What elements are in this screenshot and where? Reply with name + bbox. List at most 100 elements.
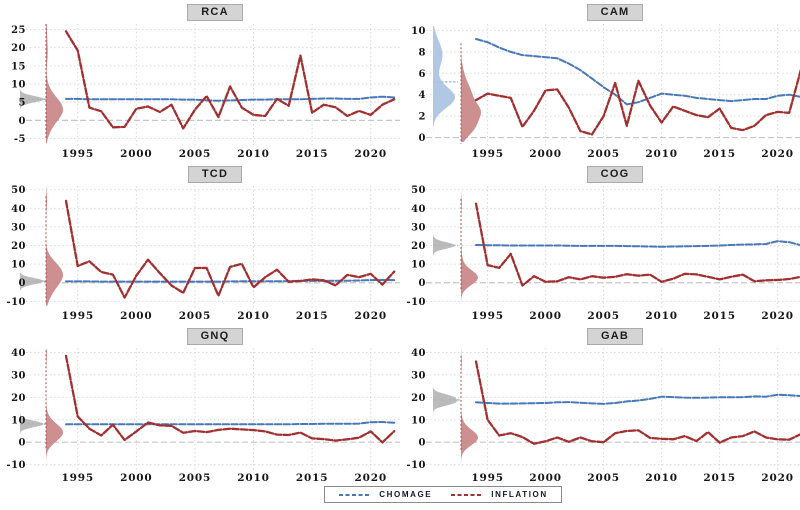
svg-text:2020: 2020 — [355, 472, 387, 484]
x-tick-labels: 1995 2000 2005 2010 2015 2020 — [471, 472, 793, 484]
panel-title-cam: CAM — [586, 4, 644, 21]
svg-text:0: 0 — [19, 438, 26, 449]
marginal-densities — [20, 348, 63, 468]
panel-title-wrap: CAM — [400, 0, 800, 21]
svg-text:2000: 2000 — [529, 148, 561, 160]
panel-title-wrap: RCA — [0, 0, 400, 21]
svg-text:30: 30 — [411, 222, 426, 233]
svg-text:2015: 2015 — [703, 310, 735, 322]
panel-gnq: GNQ -10 0 10 20 30 40 1995 2000 2005 2010 2015 2020 — [0, 324, 400, 486]
y-tick-labels: -10 0 10 20 30 40 — [6, 348, 26, 471]
horizontal-gridlines — [26, 351, 400, 466]
density-inflation — [46, 186, 63, 306]
svg-text:40: 40 — [411, 204, 426, 215]
svg-text:2010: 2010 — [237, 148, 269, 160]
svg-text:2005: 2005 — [587, 310, 619, 322]
panel-title-wrap: TCD — [0, 162, 400, 183]
svg-text:1995: 1995 — [471, 148, 503, 160]
svg-text:10: 10 — [11, 415, 26, 426]
density-chomage — [433, 186, 455, 306]
legend-row: CHOMAGE INFLATION — [0, 486, 800, 503]
legend-label-inflation: INFLATION — [491, 490, 548, 499]
y-tick-labels: -10 0 10 20 30 40 50 — [6, 185, 26, 308]
panel-cam: CAM 0 2 4 6 8 10 1995 2000 2005 2010 2015 2020 — [400, 0, 800, 162]
svg-text:2015: 2015 — [296, 472, 328, 484]
series-chomage — [475, 240, 800, 248]
svg-text:-10: -10 — [6, 297, 26, 308]
svg-text:0: 0 — [19, 278, 26, 289]
svg-text:2: 2 — [419, 112, 426, 123]
svg-text:40: 40 — [11, 348, 26, 359]
svg-text:20: 20 — [11, 43, 26, 54]
vertical-gridlines — [77, 348, 372, 472]
svg-text:20: 20 — [11, 241, 26, 252]
svg-text:2000: 2000 — [120, 148, 152, 160]
svg-text:1995: 1995 — [62, 310, 94, 322]
svg-text:2020: 2020 — [355, 310, 387, 322]
plot-gnq: -10 0 10 20 30 40 1995 2000 2005 2010 2015 2020 — [6, 348, 400, 484]
density-inflation — [461, 26, 481, 142]
svg-text:1995: 1995 — [471, 310, 503, 322]
panel-rca: RCA -5 0 5 10 15 20 25 1995 2000 2005 2010 2015 2020 — [0, 0, 400, 162]
marginal-densities — [20, 186, 63, 306]
svg-text:-5: -5 — [14, 134, 26, 145]
density-chomage — [433, 26, 455, 142]
svg-text:10: 10 — [411, 260, 426, 271]
svg-text:2020: 2020 — [761, 472, 793, 484]
y-tick-labels: -10 0 10 20 30 40 50 — [406, 185, 426, 308]
svg-text:10: 10 — [11, 80, 26, 91]
svg-text:2020: 2020 — [761, 310, 793, 322]
svg-text:10: 10 — [411, 26, 426, 37]
y-tick-labels: -10 0 10 20 30 40 — [406, 348, 426, 471]
x-tick-labels: 1995 2000 2005 2010 2015 2020 — [471, 310, 793, 322]
panel-title-gnq: GNQ — [186, 328, 244, 345]
svg-text:2005: 2005 — [179, 310, 211, 322]
marginal-densities — [433, 348, 478, 468]
vertical-gridlines — [487, 24, 779, 148]
panel-gab: GAB -10 0 10 20 30 40 1995 2000 2005 2010 2015 2020 — [400, 324, 800, 486]
legend: CHOMAGE INFLATION — [324, 486, 562, 503]
series-inflation — [474, 69, 800, 136]
panel-title-wrap: COG — [400, 162, 800, 183]
series-chomage — [65, 95, 396, 102]
panel-title-cog: COG — [586, 166, 644, 183]
svg-text:2000: 2000 — [529, 310, 561, 322]
horizontal-gridlines — [426, 189, 800, 302]
svg-text:30: 30 — [11, 370, 26, 381]
series-chomage — [475, 38, 800, 106]
plot-gab: -10 0 10 20 30 40 1995 2000 2005 2010 2015 2020 — [406, 348, 800, 484]
x-tick-labels: 1995 2000 2005 2010 2015 2020 — [471, 148, 793, 160]
horizontal-gridlines — [26, 28, 400, 140]
vertical-gridlines — [487, 348, 779, 472]
svg-text:20: 20 — [411, 393, 426, 404]
svg-text:2005: 2005 — [587, 148, 619, 160]
density-inflation — [46, 24, 63, 144]
vertical-gridlines — [77, 24, 372, 148]
panel-title-gab: GAB — [586, 328, 644, 345]
svg-text:1995: 1995 — [62, 148, 94, 160]
horizontal-gridlines — [426, 351, 800, 466]
svg-text:2015: 2015 — [703, 148, 735, 160]
svg-text:0: 0 — [419, 438, 426, 449]
svg-text:0: 0 — [419, 278, 426, 289]
density-inflation — [461, 348, 478, 468]
series-inflation — [474, 360, 800, 445]
vertical-gridlines — [487, 186, 779, 310]
svg-text:40: 40 — [11, 204, 26, 215]
svg-text:-10: -10 — [6, 460, 26, 471]
svg-text:2020: 2020 — [355, 148, 387, 160]
svg-text:-10: -10 — [406, 460, 426, 471]
svg-text:10: 10 — [11, 260, 26, 271]
marginal-densities — [433, 186, 478, 306]
svg-text:2010: 2010 — [645, 472, 677, 484]
svg-text:5: 5 — [19, 98, 26, 109]
svg-text:20: 20 — [11, 393, 26, 404]
svg-text:10: 10 — [411, 415, 426, 426]
series-chomage — [65, 421, 396, 426]
x-tick-labels: 1995 2000 2005 2010 2015 2020 — [62, 148, 387, 160]
plot-cam: 0 2 4 6 8 10 1995 2000 2005 2010 2015 2020 — [411, 24, 800, 160]
y-tick-labels: -5 0 5 10 15 20 25 — [11, 25, 26, 145]
series-inflation — [474, 202, 800, 287]
svg-text:50: 50 — [11, 185, 26, 196]
svg-text:-10: -10 — [406, 297, 426, 308]
